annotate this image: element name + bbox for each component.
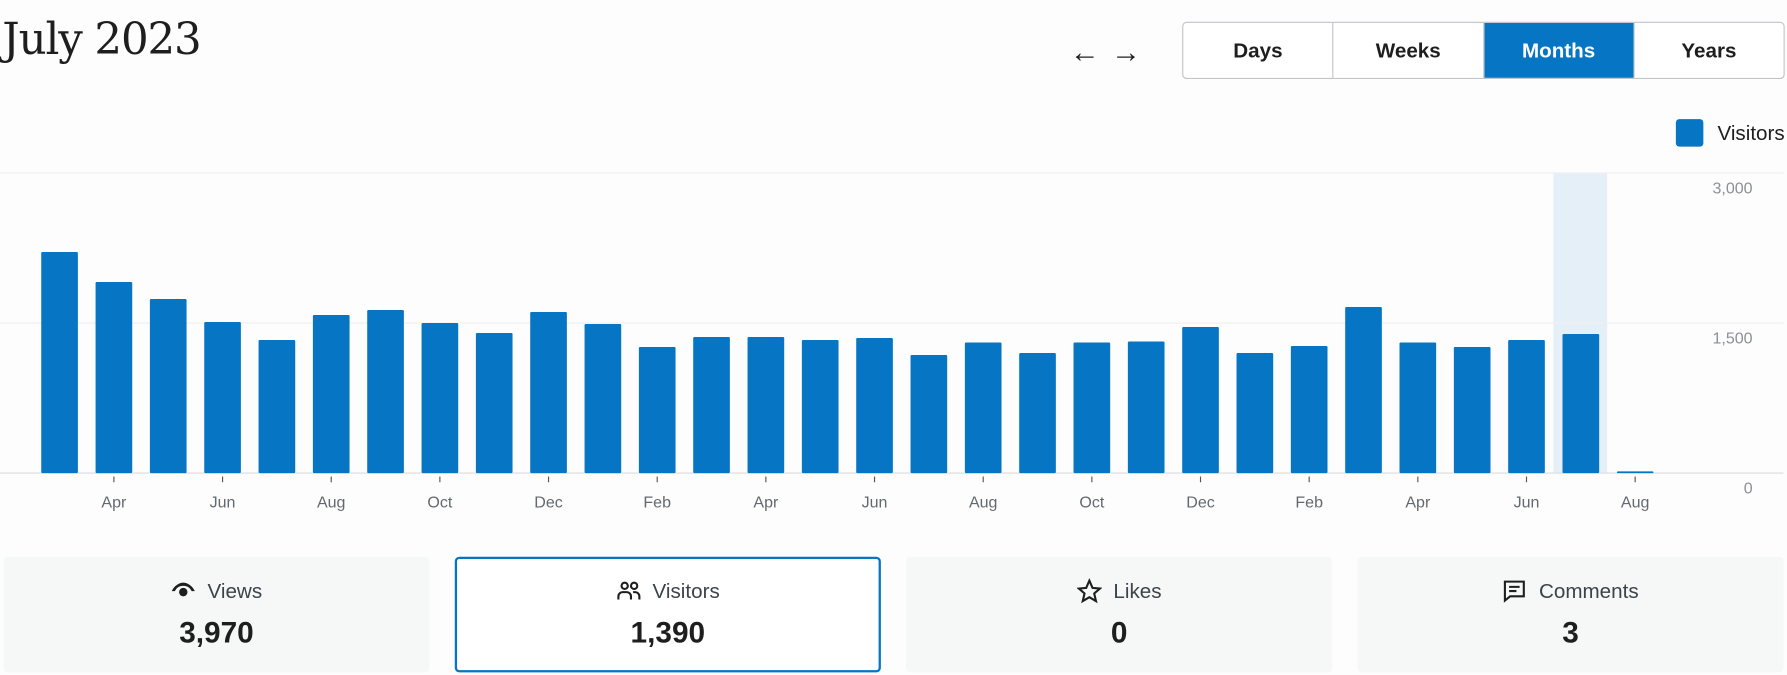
arrow-left-icon[interactable]: ← xyxy=(1069,34,1100,69)
x-tick-label: Oct xyxy=(1079,493,1104,511)
bar-dec-2022 xyxy=(1182,327,1219,474)
bar-nov-2022 xyxy=(1127,341,1165,474)
x-tick-label: Jun xyxy=(1514,493,1540,511)
x-tick-label: Oct xyxy=(427,493,452,511)
bar-may-2021 xyxy=(149,299,187,474)
bar-apr-2021 xyxy=(95,282,133,474)
stat-label: Visitors xyxy=(652,579,720,602)
visitors-bar-chart: 0 1,500 3,000 Apr Jun Aug Oct Dec Feb Apr Jun Aug Oc… xyxy=(0,172,1784,511)
bar-apr-2022 xyxy=(747,337,785,474)
bar-oct-2021 xyxy=(421,323,459,474)
stat-card-comments[interactable]: Comments 3 xyxy=(1357,556,1784,673)
legend-swatch xyxy=(1676,119,1704,147)
stat-label: Views xyxy=(207,579,263,602)
x-tick-label: Apr xyxy=(101,493,127,511)
legend-label: Visitors xyxy=(1717,120,1785,144)
bar-feb-2023 xyxy=(1290,346,1328,474)
bar-jun-2021 xyxy=(204,322,241,474)
bar-jul-2023 xyxy=(1562,334,1600,474)
x-tick-label: Feb xyxy=(643,493,671,511)
stat-value: 0 xyxy=(1110,615,1128,650)
stat-card-likes[interactable]: Likes 0 xyxy=(906,556,1333,673)
x-tick-label: Jun xyxy=(862,493,888,511)
bar-jan-2022 xyxy=(584,324,622,474)
bar-jul-2022 xyxy=(910,355,948,474)
bar-aug-2023 xyxy=(1616,471,1654,474)
bar-mar-2022 xyxy=(693,337,730,474)
x-tick-label: Feb xyxy=(1295,493,1323,511)
x-tick-label: Aug xyxy=(1621,493,1650,511)
bar-feb-2022 xyxy=(638,347,676,474)
stat-value: 1,390 xyxy=(630,615,706,650)
comment-icon xyxy=(1504,580,1526,603)
stat-value: 3 xyxy=(1562,615,1579,650)
y-tick-label: 3,000 xyxy=(1713,180,1753,198)
bar-nov-2021 xyxy=(475,333,513,474)
stat-value: 3,970 xyxy=(179,615,254,650)
stat-card-views[interactable]: Views 3,970 xyxy=(3,556,430,673)
x-tick-label: Dec xyxy=(1186,493,1214,511)
bar-jan-2023 xyxy=(1236,353,1274,474)
eye-icon xyxy=(171,582,195,597)
bar-apr-2023 xyxy=(1399,342,1437,474)
x-tick-label: Aug xyxy=(969,493,998,511)
tab-months[interactable]: Months xyxy=(1482,22,1634,78)
x-tick-label: Dec xyxy=(534,493,562,511)
stat-card-visitors[interactable]: Visitors 1,390 xyxy=(454,556,881,673)
stat-label: Comments xyxy=(1538,579,1639,602)
star-icon xyxy=(1076,578,1102,604)
bar-sep-2022 xyxy=(1019,353,1056,474)
bar-mar-2023 xyxy=(1345,307,1382,474)
tab-years[interactable]: Years xyxy=(1633,22,1783,78)
x-tick-label: Aug xyxy=(317,493,346,511)
bar-may-2023 xyxy=(1453,347,1491,474)
period-selector: Days Weeks Months Years xyxy=(1182,21,1785,80)
y-tick-label: 1,500 xyxy=(1713,330,1753,348)
x-tick-label: Apr xyxy=(1405,493,1431,511)
tab-days[interactable]: Days xyxy=(1233,38,1283,62)
bar-may-2022 xyxy=(801,340,839,474)
bar-aug-2021 xyxy=(312,315,350,474)
y-tick-label: 0 xyxy=(1744,480,1753,498)
bar-mar-2021 xyxy=(41,252,78,474)
bar-sep-2021 xyxy=(367,310,404,474)
bar-oct-2022 xyxy=(1073,342,1111,474)
x-tick-label: Jun xyxy=(210,493,236,511)
page-title: July 2023 xyxy=(2,13,201,65)
x-tick-label: Apr xyxy=(753,493,779,511)
bar-jun-2023 xyxy=(1508,340,1545,474)
bar-jul-2021 xyxy=(258,340,296,474)
bar-aug-2022 xyxy=(964,342,1002,474)
arrow-right-icon[interactable]: → xyxy=(1111,34,1141,69)
bar-dec-2021 xyxy=(530,312,567,474)
people-icon xyxy=(616,581,641,600)
chart-legend: Visitors xyxy=(1676,119,1785,147)
bar-jun-2022 xyxy=(856,338,893,474)
tab-weeks[interactable]: Weeks xyxy=(1332,22,1483,78)
stat-label: Likes xyxy=(1113,579,1162,602)
